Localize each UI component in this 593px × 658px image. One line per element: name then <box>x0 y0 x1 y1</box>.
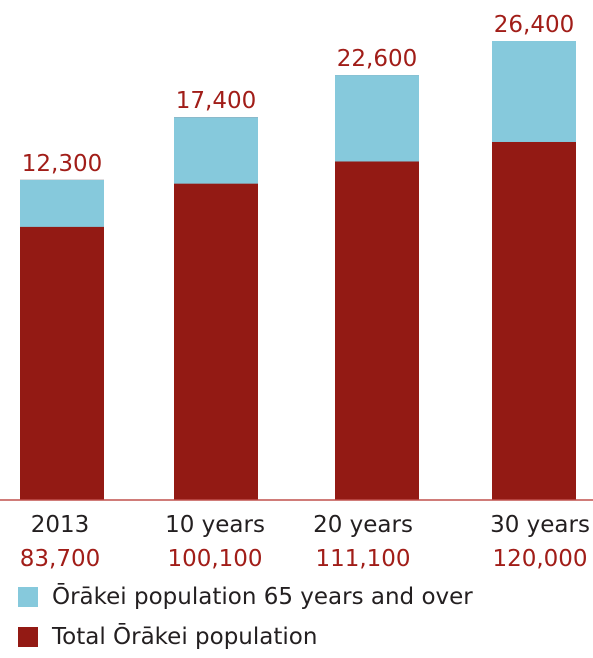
legend-item-total: Total Ōrākei population <box>18 624 317 650</box>
data-label-65-plus-3: 26,400 <box>494 12 574 38</box>
bar-65-plus-3 <box>492 41 576 142</box>
legend-swatch-total <box>18 627 38 647</box>
bar-total-0 <box>20 179 104 500</box>
stacked-bar-chart: 12,300 2013 83,700 17,400 10 years 100,100 22,… <box>0 12 593 572</box>
total-label-0: 83,700 <box>20 546 100 572</box>
total-label-1: 100,100 <box>167 546 262 572</box>
total-label-3: 120,000 <box>492 546 587 572</box>
category-label-1: 10 years <box>165 512 265 538</box>
bar-65-plus-1 <box>174 117 258 184</box>
legend-label-total: Total Ōrākei population <box>52 624 318 650</box>
total-label-2: 111,100 <box>315 546 410 572</box>
category-label-0: 2013 <box>31 512 90 538</box>
bar-65-plus-0 <box>20 179 104 227</box>
bar-65-plus-2 <box>335 75 419 162</box>
bars-group <box>20 41 576 501</box>
data-label-65-plus-2: 22,600 <box>337 46 417 72</box>
legend-item-65-plus: Ōrākei population 65 years and over <box>18 584 473 610</box>
data-label-65-plus-1: 17,400 <box>176 88 256 114</box>
category-label-3: 30 years <box>490 512 590 538</box>
legend-swatch-65-plus <box>18 587 38 607</box>
labels-group: 12,300 2013 83,700 17,400 10 years 100,100 22,… <box>20 12 590 572</box>
data-label-65-plus-0: 12,300 <box>22 151 102 177</box>
legend-label-65-plus: Ōrākei population 65 years and over <box>52 584 473 610</box>
category-label-2: 20 years <box>313 512 413 538</box>
